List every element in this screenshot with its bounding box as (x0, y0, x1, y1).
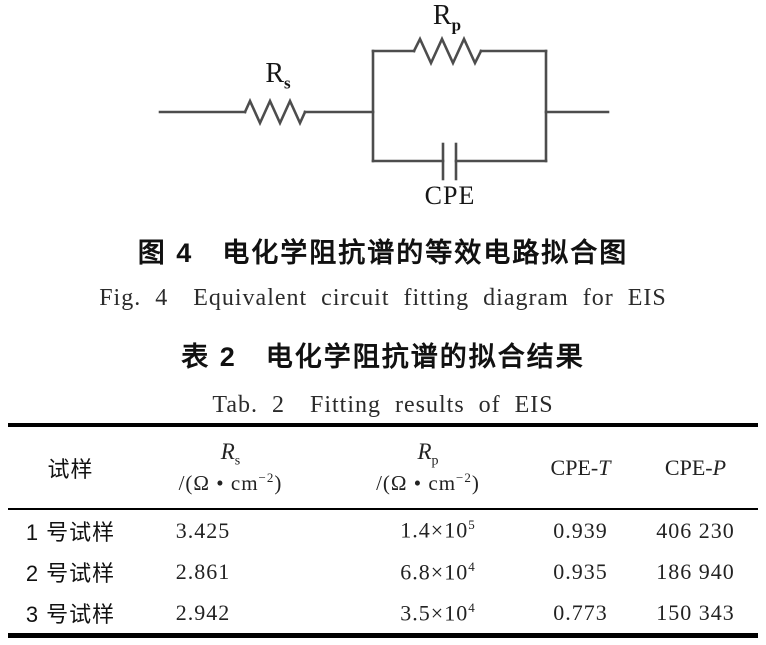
rp-symbol: R (432, 0, 452, 31)
row-2-cpe-p: 186 940 (656, 559, 735, 584)
figure-caption-cn: 图 4 电化学阻抗谱的等效电路拟合图 (137, 238, 629, 268)
row-1-rp-exp: 5 (468, 517, 476, 533)
equivalent-circuit-figure: Rs Rp CPE (0, 0, 766, 230)
row-3-rs: 2.942 (175, 599, 231, 625)
header-cpe-p: CPE-P (633, 425, 758, 509)
header-rp-unit: /(Ω • cm (376, 471, 457, 496)
row-3-label: 3 号试样 (25, 601, 116, 627)
table-title-cn: 表 2 电化学阻抗谱的拟合结果 (181, 342, 585, 372)
row-2-rs: 2.861 (175, 559, 231, 584)
row-1-rp: 1.4×105 (328, 509, 528, 551)
row-1-rp-base: 1.4×10 (400, 517, 469, 543)
row-1-rs: 3.425 (175, 517, 231, 543)
header-rs-unit-close: ) (274, 471, 283, 496)
table-header: 试样 Rs /(Ω • cm−2) Rp /(Ω • cm−2) CPE-T C… (8, 425, 758, 509)
resistor-rp (412, 35, 483, 67)
row-3-rp-exp: 4 (468, 599, 476, 615)
resistor-rs (243, 97, 307, 127)
row-2-rp-exp: 4 (468, 558, 476, 574)
header-cpe-p-text: CPE- (664, 454, 713, 480)
row-3-rp-base: 3.5×10 (400, 599, 469, 625)
header-row: 试样 Rs /(Ω • cm−2) Rp /(Ω • cm−2) CPE-T C… (8, 425, 758, 509)
rs-subscript: s (284, 73, 291, 93)
table-title-en: Tab. 2 Fitting results of EIS (212, 392, 554, 418)
row-1-label: 1 号试样 (25, 519, 116, 545)
header-sample: 试样 (47, 456, 94, 482)
row-3-rp: 3.5×104 (328, 593, 528, 635)
rp-label: Rp (433, 2, 461, 34)
header-rp-unit-close: ) (471, 471, 480, 496)
fitting-results-table: 试样 Rs /(Ω • cm−2) Rp /(Ω • cm−2) CPE-T C… (8, 423, 758, 638)
header-rs-symbol: R (220, 439, 235, 465)
row-1-cpe-t: 0.939 (553, 517, 608, 543)
rs-symbol: R (265, 58, 285, 89)
row-3-cpe-t: 0.773 (553, 599, 608, 625)
row-2-rp-base: 6.8×10 (400, 559, 469, 585)
header-cpe-t: CPE-T (528, 425, 633, 509)
row-2-cpe-t: 0.935 (553, 559, 608, 584)
rp-subscript: p (451, 15, 462, 35)
row-2-label: 2 号试样 (25, 561, 116, 586)
table-row: 1 号试样 3.425 1.4×105 0.939 406 230 (8, 509, 758, 551)
header-rs-unit: /(Ω • cm (178, 471, 259, 496)
rs-label: Rs (265, 60, 290, 92)
header-rs: Rs /(Ω • cm−2) (133, 425, 328, 509)
header-cpe-p-italic: P (712, 454, 727, 480)
table-row: 3 号试样 2.942 3.5×104 0.773 150 343 (8, 593, 758, 635)
circuit-diagram (158, 35, 610, 181)
row-3-cpe-p: 150 343 (656, 599, 735, 625)
row-1-cpe-p: 406 230 (656, 517, 735, 543)
cpe-label: CPE (424, 181, 476, 210)
table-row: 2 号试样 2.861 6.8×104 0.935 186 940 (8, 551, 758, 593)
header-rp-symbol: R (417, 439, 432, 465)
header-rp-subscript: p (431, 453, 439, 469)
row-2-rp: 6.8×104 (328, 551, 528, 593)
header-rp: Rp /(Ω • cm−2) (328, 425, 528, 509)
header-rs-subscript: s (234, 453, 241, 469)
figure-caption-en: Fig. 4 Equivalent circuit fitting diagra… (99, 285, 667, 311)
header-rs-unit-exp: −2 (258, 470, 275, 486)
header-cpe-t-italic: T (598, 454, 611, 480)
header-rp-unit-exp: −2 (456, 470, 472, 486)
header-cpe-t-text: CPE- (550, 454, 599, 480)
